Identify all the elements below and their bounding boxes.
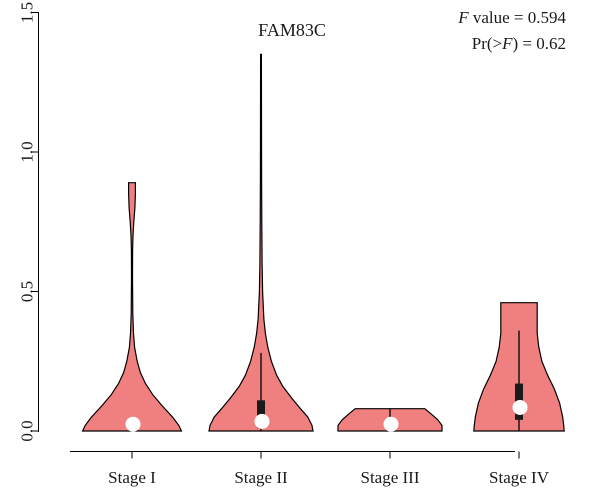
f-value-text: value = 0.594 (469, 8, 567, 27)
p-suffix: ) = 0.62 (513, 34, 567, 53)
y-tick-label: 1.5 (18, 2, 37, 23)
median-dot (512, 399, 528, 415)
y-tick-label: 0.0 (18, 420, 37, 441)
y-tick-label: 1.0 (18, 141, 37, 162)
y-axis-ticks: 0.0 0.5 1.0 1.5 (18, 2, 39, 442)
median-dot (383, 416, 399, 432)
x-axis-ticks: Stage I Stage II Stage III Stage IV (108, 451, 550, 487)
p-value-annotation: Pr(>F) = 0.62 (472, 34, 566, 53)
p-var: F (501, 34, 513, 53)
median-dot (254, 413, 270, 429)
violin-stage-ii (208, 53, 314, 432)
f-symbol: F (457, 8, 469, 27)
violin-stage-i (81, 182, 183, 432)
p-prefix: Pr(> (472, 34, 502, 53)
x-tick-label: Stage III (360, 468, 419, 487)
x-tick-label: Stage IV (489, 468, 550, 487)
chart-title: FAM83C (258, 20, 326, 40)
f-value-annotation: F value = 0.594 (457, 8, 566, 27)
violins-layer (81, 53, 565, 432)
x-tick-label: Stage II (234, 468, 288, 487)
x-tick-label: Stage I (108, 468, 156, 487)
median-dot (125, 416, 141, 432)
y-tick-label: 0.5 (18, 281, 37, 302)
